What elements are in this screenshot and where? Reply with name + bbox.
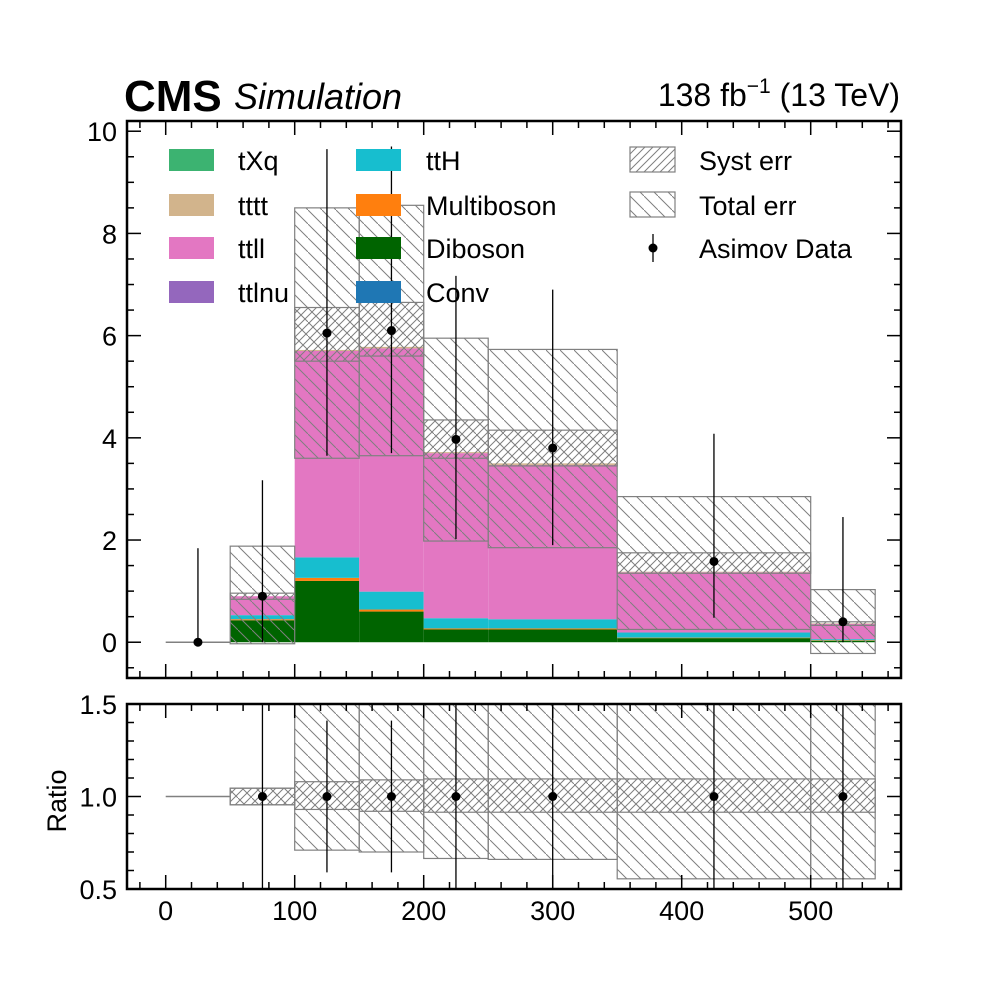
axes: 0 100 200 300 400 500 0 2 4 6 8 10 0.5 1.0 1.5 [79,117,901,926]
bar-tth [617,632,811,638]
legend-tttt-label: tttt [238,191,269,221]
legend-asimov-data-marker [648,243,658,253]
y-tick-label: 0 [102,628,117,658]
ratio-plot-frame [125,702,903,891]
data-point [709,792,719,801]
data-point [386,326,396,336]
bar-diboson [294,580,360,643]
y-tick-label: 2 [102,526,117,556]
data-point [451,792,461,801]
legend-tttt-swatch [169,194,214,216]
legend-asimov-data-label: Asimov Data [699,234,853,264]
legend-diboson-label: Diboson [426,234,525,264]
bar-multiboson [488,628,618,630]
status-label: Simulation [234,76,402,117]
ratio-y-tick-label: 1.5 [79,690,117,720]
data-point [548,443,558,453]
legend-ttlnu-label: ttlnu [238,278,289,308]
legend-syst-err-swatch [629,146,676,173]
bar-multiboson [423,628,489,630]
bar-diboson [423,629,489,643]
legend-txq-swatch [169,149,214,171]
data-point [193,637,203,647]
x-tick-label: 0 [158,896,173,926]
lumi-label: 138 fb−1 (13 TeV) [658,75,900,113]
data-point [838,792,848,801]
ratio-y-tick-label: 1.0 [79,783,117,813]
legend-ttlnu-swatch [169,281,214,303]
bar-tth [488,619,618,629]
legend-conv-label: Conv [426,278,490,308]
bar-diboson [359,611,424,643]
ratio-y-tick-label: 0.5 [79,875,117,905]
data-point [386,792,396,801]
legend-txq-label: tXq [238,146,279,176]
legend-multiboson-label: Multiboson [426,191,557,221]
legend-conv-swatch [356,281,401,303]
lumi-value: 138 fb [658,77,747,113]
y-tick-label: 4 [102,424,117,454]
legend-diboson-swatch [356,237,401,259]
legend-ttll-swatch [169,237,214,259]
data-point [322,792,332,801]
legend: tXq tttt ttll ttlnu ttH Multiboson Diboson Conv… [169,146,853,308]
bar-multiboson [294,577,360,581]
energy-label: (13 TeV) [771,77,900,113]
ratio-plot-area [165,704,876,889]
legend-multiboson-swatch [356,194,401,216]
data-point [322,328,332,338]
y-tick-label: 6 [102,322,117,352]
data-point [548,792,558,801]
legend-tth-swatch [356,149,401,171]
data-point [838,617,848,627]
bar-tth [423,618,489,629]
y-tick-label: 10 [87,117,117,147]
bar-tth [359,591,424,610]
x-tick-label: 300 [530,896,575,926]
x-tick-label: 200 [401,896,446,926]
bar-multiboson [359,609,424,612]
x-tick-label: 400 [659,896,704,926]
bar-diboson [617,638,811,643]
legend-syst-err-label: Syst err [699,146,792,176]
bar-tth [294,557,360,578]
legend-tth-label: ttH [426,146,461,176]
data-point [257,792,267,801]
data-point [451,434,461,444]
lumi-exponent: −1 [747,75,771,98]
cms-label: CMS [124,72,222,121]
main-plot-frame [125,119,903,680]
x-tick-label: 500 [788,896,833,926]
main-plot-area [165,146,876,655]
bar-diboson [488,629,618,643]
legend-total-err-label: Total err [699,191,797,221]
data-point [709,556,719,566]
data-point [257,591,267,601]
bar-multiboson [617,637,811,639]
legend-total-err-swatch [629,191,676,218]
ratio-axis-label: Ratio [42,769,72,832]
x-tick-label: 100 [272,896,317,926]
legend-ttll-label: ttll [238,234,265,264]
y-tick-label: 8 [102,219,117,249]
